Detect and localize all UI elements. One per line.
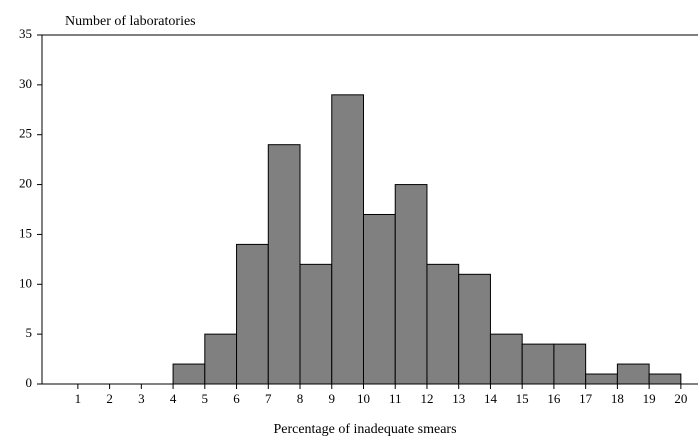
x-tick-label: 6 [233, 391, 240, 406]
bar [267, 144, 301, 385]
bar [616, 363, 650, 385]
x-tick-label: 7 [265, 391, 272, 406]
y-tick-label: 25 [19, 126, 32, 141]
y-tick-label: 0 [26, 375, 33, 390]
y-tick-label: 30 [19, 76, 32, 91]
y-tick-label: 10 [19, 275, 32, 290]
bar [521, 343, 555, 385]
y-tick-label: 5 [26, 325, 33, 340]
bar [172, 363, 206, 385]
bar [331, 94, 364, 385]
x-tick-label: 16 [547, 391, 561, 406]
bar [553, 343, 587, 385]
chart-title: Number of laboratories [65, 14, 196, 29]
x-tick-label: 11 [389, 391, 402, 406]
x-tick-label: 14 [484, 391, 498, 406]
bar [489, 333, 523, 385]
bar [585, 373, 618, 385]
x-tick-label: 12 [420, 391, 433, 406]
x-tick-label: 4 [170, 391, 177, 406]
x-tick-label: 19 [643, 391, 656, 406]
x-tick-label: 18 [611, 391, 624, 406]
bar [362, 213, 396, 385]
bar [299, 263, 333, 385]
x-tick-label: 3 [138, 391, 145, 406]
x-tick-label: 10 [357, 391, 370, 406]
bar [236, 243, 269, 385]
x-tick-label: 2 [106, 391, 113, 406]
x-tick-label: 15 [516, 391, 529, 406]
x-tick-label: 20 [674, 391, 687, 406]
x-tick-label: 5 [202, 391, 209, 406]
bar [204, 333, 238, 385]
y-tick-label: 20 [19, 176, 32, 191]
x-tick-label: 9 [329, 391, 336, 406]
x-axis-label: Percentage of inadequate smears [273, 422, 456, 437]
x-tick-label: 8 [297, 391, 304, 406]
x-tick-label: 17 [579, 391, 593, 406]
bar [648, 373, 682, 385]
bar [394, 184, 428, 385]
bar [458, 273, 491, 385]
y-tick-label: 15 [19, 225, 32, 240]
x-tick-label: 13 [452, 391, 465, 406]
y-tick-label: 35 [19, 26, 32, 41]
bar [426, 263, 460, 385]
x-tick-label: 1 [75, 391, 82, 406]
